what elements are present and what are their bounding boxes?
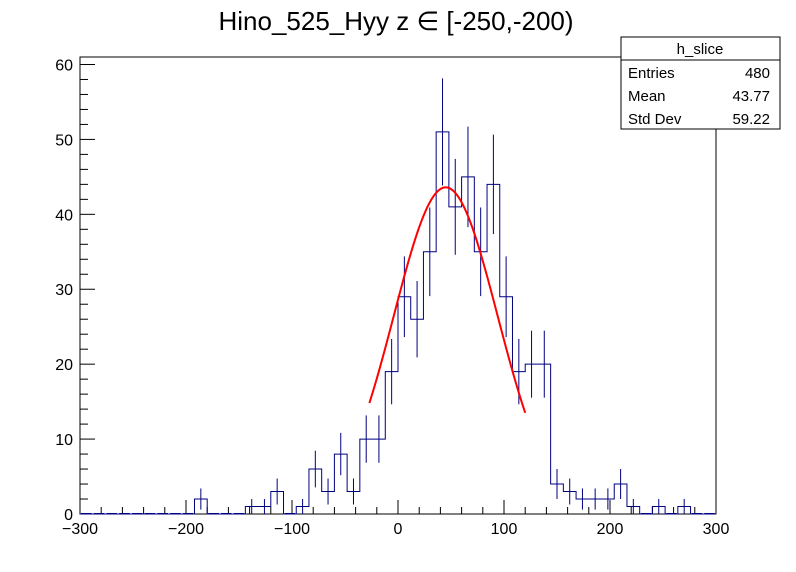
stats-box: h_slice Entries 480 Mean 43.77 Std Dev 5…	[620, 36, 781, 130]
histogram-series	[80, 131, 716, 515]
y-tick-label: 40	[55, 207, 73, 224]
x-tick-label: 200	[597, 521, 624, 538]
chart-title: Hino_525_Hyy z ∈ [-250,-200)	[218, 6, 573, 36]
x-tick-label: −200	[168, 521, 204, 538]
x-tick-label: −100	[274, 521, 310, 538]
stats-mean-label: Mean	[628, 88, 666, 105]
histogram-outline	[80, 131, 716, 515]
y-axis: 0 10 20 30 40 50 60	[55, 57, 95, 524]
stats-mean-value: 43.77	[732, 88, 770, 105]
stats-entries-value: 480	[745, 65, 770, 82]
error-bars	[81, 78, 715, 514]
x-axis: −300 −200 −100 0 100 200 300	[62, 500, 729, 538]
stats-stddev-value: 59.22	[732, 111, 770, 128]
x-tick-label: 0	[394, 521, 403, 538]
y-tick-label: 30	[55, 282, 73, 299]
y-tick-label: 60	[55, 57, 73, 74]
y-tick-label: 0	[64, 507, 73, 524]
stats-stddev-label: Std Dev	[628, 111, 682, 128]
x-tick-label: 300	[703, 521, 730, 538]
y-tick-label: 50	[55, 132, 73, 149]
y-tick-label: 10	[55, 432, 73, 449]
gaussian-fit-line	[368, 186, 527, 414]
x-tick-label: 100	[491, 521, 518, 538]
stats-box-title: h_slice	[677, 41, 724, 58]
stats-box-frame	[620, 36, 781, 130]
x-tick-label: −300	[62, 521, 98, 538]
stats-entries-label: Entries	[628, 65, 675, 82]
y-tick-label: 20	[55, 357, 73, 374]
